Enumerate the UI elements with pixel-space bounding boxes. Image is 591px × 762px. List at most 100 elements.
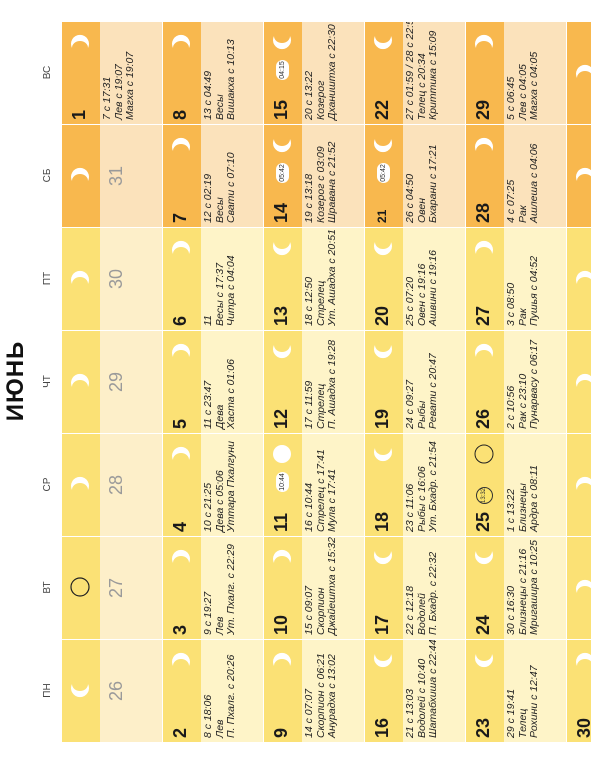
- day-cell[interactable]: 28: [62, 433, 163, 536]
- astro-info-line: 25 с 07:20: [404, 276, 416, 326]
- day-cell[interactable]: 7 12 с 02:19 Весы Свати с 07:10: [163, 124, 264, 227]
- astro-info-line: Анурадха с 13:02: [326, 654, 338, 738]
- moon-phase-icon: [270, 442, 294, 466]
- moon-phase-icon: [169, 30, 193, 54]
- day-cell[interactable]: 24 30 с 16:30 Близнецы с 21:16 Мригашира с …: [466, 536, 567, 639]
- day-cell[interactable]: 4: [567, 227, 591, 330]
- day-cell[interactable]: 19 24 с 09:27 Рыбы Ревати с 20:47: [365, 330, 466, 433]
- moon-phase-icon: [371, 133, 395, 157]
- moon-phase-icon: [371, 30, 395, 54]
- moon-phase-icon: [573, 648, 591, 672]
- astro-info-line: Ут. Бхадр. с 21:54: [427, 441, 439, 532]
- moon-phase-icon: [68, 678, 92, 702]
- day-cell[interactable]: 29: [62, 330, 163, 433]
- day-cell[interactable]: 26 2 с 10:56 Рак с 23:10 Пунарвасу с 06:17: [466, 330, 567, 433]
- day-cell[interactable]: 2 8 с 18:06 Лев П. Пхалг. с 20:26: [163, 639, 264, 742]
- astro-info-line: 10 с 21:25: [202, 482, 214, 532]
- day-cell[interactable]: 23 29 с 19:41 Телец Рохини с 12:47: [466, 639, 567, 742]
- astro-info-line: 5 с 06:45: [505, 76, 517, 120]
- day-cell[interactable]: 21 05:42 26 с 04:50 Овен Бхарани с 17:21: [365, 124, 466, 227]
- day-cell[interactable]: 16 21 с 13:03 Водолей с 10:40 Шатабхиша с 2…: [365, 639, 466, 742]
- day-number: 15: [271, 99, 291, 120]
- other-month-day-number: 28: [106, 474, 126, 496]
- astro-info-line: 18 с 12:50: [303, 276, 315, 326]
- day-cell[interactable]: 30: [62, 227, 163, 330]
- moon-phase-icon: [472, 648, 496, 672]
- day-cell[interactable]: 13 18 с 12:50 Стрелец Ут. Ашадха с 20:51: [264, 227, 365, 330]
- day-number: 17: [372, 614, 392, 635]
- astro-info-line: Ут. Пхалг. с 22:29: [225, 543, 237, 635]
- astro-info-line: 24 с 09:27: [404, 379, 416, 429]
- phase-time-badge: 04:15: [276, 60, 289, 80]
- day-cell[interactable]: 26: [62, 639, 163, 742]
- day-cell[interactable]: 1: [567, 536, 591, 639]
- day-number: 3: [170, 624, 190, 635]
- moon-phase-icon: [68, 575, 92, 599]
- moon-phase-icon: [472, 30, 496, 54]
- day-cell[interactable]: 29 5 с 06:45 Лев с 04:05 Магха с 04:05: [466, 21, 567, 124]
- day-cell[interactable]: 8 13 с 04:49 Весы Вишакха с 10:13: [163, 21, 264, 124]
- day-cell[interactable]: 12 17 с 11:59 Стрелец П. Ашадха с 19:28: [264, 330, 365, 433]
- day-astro-info: 21 с 13:03 Водолей с 10:40 Шатабхиша с 22:…: [404, 639, 440, 738]
- day-cell[interactable]: 11 10:44 16 с 10:44 Стрелец с 17:41 Мула с 1…: [264, 433, 365, 536]
- day-cell[interactable]: 1 7 с 17:31 Лев с 19:07 Магха с 19:07: [62, 21, 163, 124]
- day-number: 2: [170, 727, 190, 738]
- day-astro-info: 4 с 07:25 Рак Ашлеша с 04:06: [505, 127, 541, 223]
- other-month-day-number: 31: [106, 165, 126, 187]
- weekday-header: ВС: [42, 65, 53, 80]
- day-cell[interactable]: 5: [567, 124, 591, 227]
- day-cell[interactable]: 5 11 с 23:47 Дева Хаста с 01:06: [163, 330, 264, 433]
- day-cell[interactable]: 3: [567, 330, 591, 433]
- day-cell[interactable]: 306 с 06:55ЛевП. Пхалг. с 04:51: [567, 639, 591, 742]
- moon-phase-icon: [573, 369, 591, 393]
- day-astro-info: 5 с 06:45 Лев с 04:05 Магха с 04:05: [505, 24, 541, 120]
- phase-time-badge: 10:44: [276, 472, 289, 492]
- day-cell[interactable]: 18 23 с 11:06 Рыбы с 16:06 Ут. Бхадр. с 21:…: [365, 433, 466, 536]
- astro-info-line: 1 с 13:22: [505, 488, 517, 532]
- day-astro-info: 14 с 07:07 Скорпион с 06:21 Анурадха с 13:…: [303, 642, 339, 738]
- day-cell[interactable]: 3 9 с 19:27 Лев Ут. Пхалг. с 22:29: [163, 536, 264, 639]
- moon-phase-icon: [68, 266, 92, 290]
- astro-info-line: 26 с 04:50: [404, 173, 416, 223]
- day-cell[interactable]: 10 15 с 09:07 Скорпион Джайештха с 15:32: [264, 536, 365, 639]
- day-number: 4: [170, 521, 190, 532]
- astro-info-line: Вишакха с 10:13: [225, 39, 237, 120]
- day-number: 29: [473, 99, 493, 120]
- day-cell[interactable]: 2: [567, 433, 591, 536]
- moon-phase-icon: [270, 339, 294, 363]
- day-cell[interactable]: 15 04:15 20 с 13:22 Козерог Дхаништха с 22:3…: [264, 21, 365, 124]
- day-cell[interactable]: 31: [62, 124, 163, 227]
- day-cell[interactable]: 6: [567, 21, 591, 124]
- astro-info-line: 12 с 02:19: [202, 173, 214, 223]
- astro-info-line: П. Пхалг. с 20:26: [225, 654, 237, 738]
- day-cell[interactable]: 25 13:32 1 с 13:22 Близнецы Ардра с 08:11: [466, 433, 567, 536]
- astro-info-line: Рохини с 12:47: [528, 665, 540, 738]
- moon-phase-icon: [573, 163, 591, 187]
- day-cell[interactable]: 4 10 с 21:25 Дева с 05:06 Уттара Пхалгуни: [163, 433, 264, 536]
- astro-info-line: Мула с 17:41: [326, 468, 338, 532]
- day-number: 10: [271, 614, 291, 635]
- day-cell[interactable]: 20 25 с 07:20 Овен с 19:16 Ашвини с 19:16: [365, 227, 466, 330]
- astro-info-line: 17 с 11:59: [303, 380, 315, 429]
- astro-info-line: П. Ашадха с 19:28: [326, 339, 338, 429]
- day-cell[interactable]: 6 11 Весы с 17:37 Читра с 04:04: [163, 227, 264, 330]
- day-number: 30: [574, 717, 591, 738]
- day-number: 14: [271, 202, 291, 223]
- day-cell[interactable]: 22 27 с 01:59 / 28 с 22:53 Телец с 20:34 Кр…: [365, 21, 466, 124]
- moon-phase-icon: [573, 472, 591, 496]
- moon-phase-icon: [270, 545, 294, 569]
- day-number: 5: [170, 418, 190, 429]
- day-astro-info: 7 с 17:31 Лев с 19:07 Магха с 19:07: [101, 24, 137, 120]
- day-cell[interactable]: 9 14 с 07:07 Скорпион с 06:21 Анурадха с 13…: [264, 639, 365, 742]
- day-cell[interactable]: 17 22 с 12:18 Водолей П. Бхадр. с 22:32: [365, 536, 466, 639]
- day-cell[interactable]: 27: [62, 536, 163, 639]
- day-cell[interactable]: 14 05:42 19 с 13:18 Козерог с 03:09 Шравана …: [264, 124, 365, 227]
- day-astro-info: 17 с 11:59 Стрелец П. Ашадха с 19:28: [303, 333, 339, 429]
- day-astro-info: 10 с 21:25 Дева с 05:06 Уттара Пхалгуни: [202, 436, 238, 532]
- day-cell[interactable]: 27 3 с 08:50 Рак Пушья с 04:52: [466, 227, 567, 330]
- day-astro-info: 22 с 12:18 Водолей П. Бхадр. с 22:32: [404, 539, 440, 635]
- day-cell[interactable]: 28 4 с 07:25 Рак Ашлеша с 04:06: [466, 124, 567, 227]
- astro-info-line: Свати с 07:10: [225, 152, 237, 223]
- day-astro-info: 29 с 19:41 Телец Рохини с 12:47: [505, 642, 541, 738]
- astro-info-line: Криттика с 15:09: [427, 30, 439, 120]
